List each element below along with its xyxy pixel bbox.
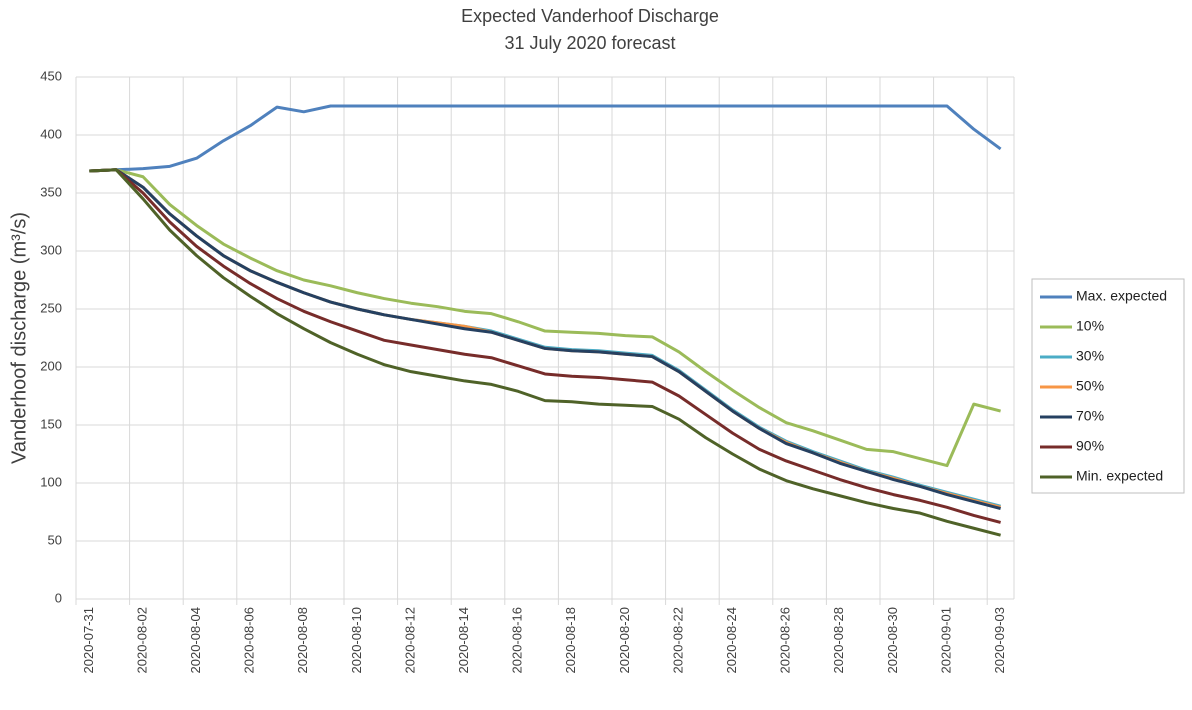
series-line [89,168,1001,510]
series-line [89,168,1001,508]
legend-label: 30% [1076,348,1104,364]
x-tick-label: 2020-08-08 [295,607,310,674]
x-tick-label: 2020-09-01 [938,607,953,674]
y-tick-label: 150 [40,416,62,431]
legend-label: Min. expected [1076,468,1163,484]
x-tick-label: 2020-08-30 [885,607,900,674]
x-tick-label: 2020-08-04 [188,607,203,674]
x-tick-label: 2020-08-10 [349,607,364,674]
x-tick-label: 2020-08-24 [724,607,739,674]
y-tick-label: 200 [40,358,62,373]
x-tick-label: 2020-08-14 [456,607,471,674]
legend-label: 10% [1076,318,1104,334]
series-line [89,104,1002,173]
x-tick-label: 2020-08-26 [778,607,793,674]
chart-title: Expected Vanderhoof Discharge [461,6,719,26]
x-tick-label: 2020-08-16 [510,607,525,674]
series-line [89,168,1001,468]
x-tick-label: 2020-08-06 [242,607,257,674]
x-tick-label: 2020-09-03 [992,607,1007,674]
series-line [89,168,1001,537]
x-tick-label: 2020-08-12 [402,607,417,674]
x-tick-label: 2020-08-22 [670,607,685,674]
y-tick-label: 100 [40,474,62,489]
x-tick-label: 2020-08-18 [563,607,578,674]
y-axis-title: Vanderhoof discharge (m³/s) [8,212,30,464]
chart-subtitle: 31 July 2020 forecast [504,33,675,53]
x-tick-label: 2020-07-31 [81,607,96,674]
y-tick-label: 400 [40,126,62,141]
y-tick-label: 350 [40,184,62,199]
legend-label: 50% [1076,378,1104,394]
legend-label: 70% [1076,408,1104,424]
series-line [89,168,1001,509]
x-tick-label: 2020-08-02 [134,607,149,674]
y-tick-label: 300 [40,242,62,257]
y-tick-label: 250 [40,300,62,315]
y-tick-label: 0 [55,590,62,605]
y-tick-label: 450 [40,68,62,83]
legend-label: Max. expected [1076,288,1167,304]
x-tick-label: 2020-08-28 [831,607,846,674]
x-tick-label: 2020-08-20 [617,607,632,674]
y-tick-label: 50 [48,532,62,547]
series-line [89,168,1001,524]
legend-label: 90% [1076,438,1104,454]
